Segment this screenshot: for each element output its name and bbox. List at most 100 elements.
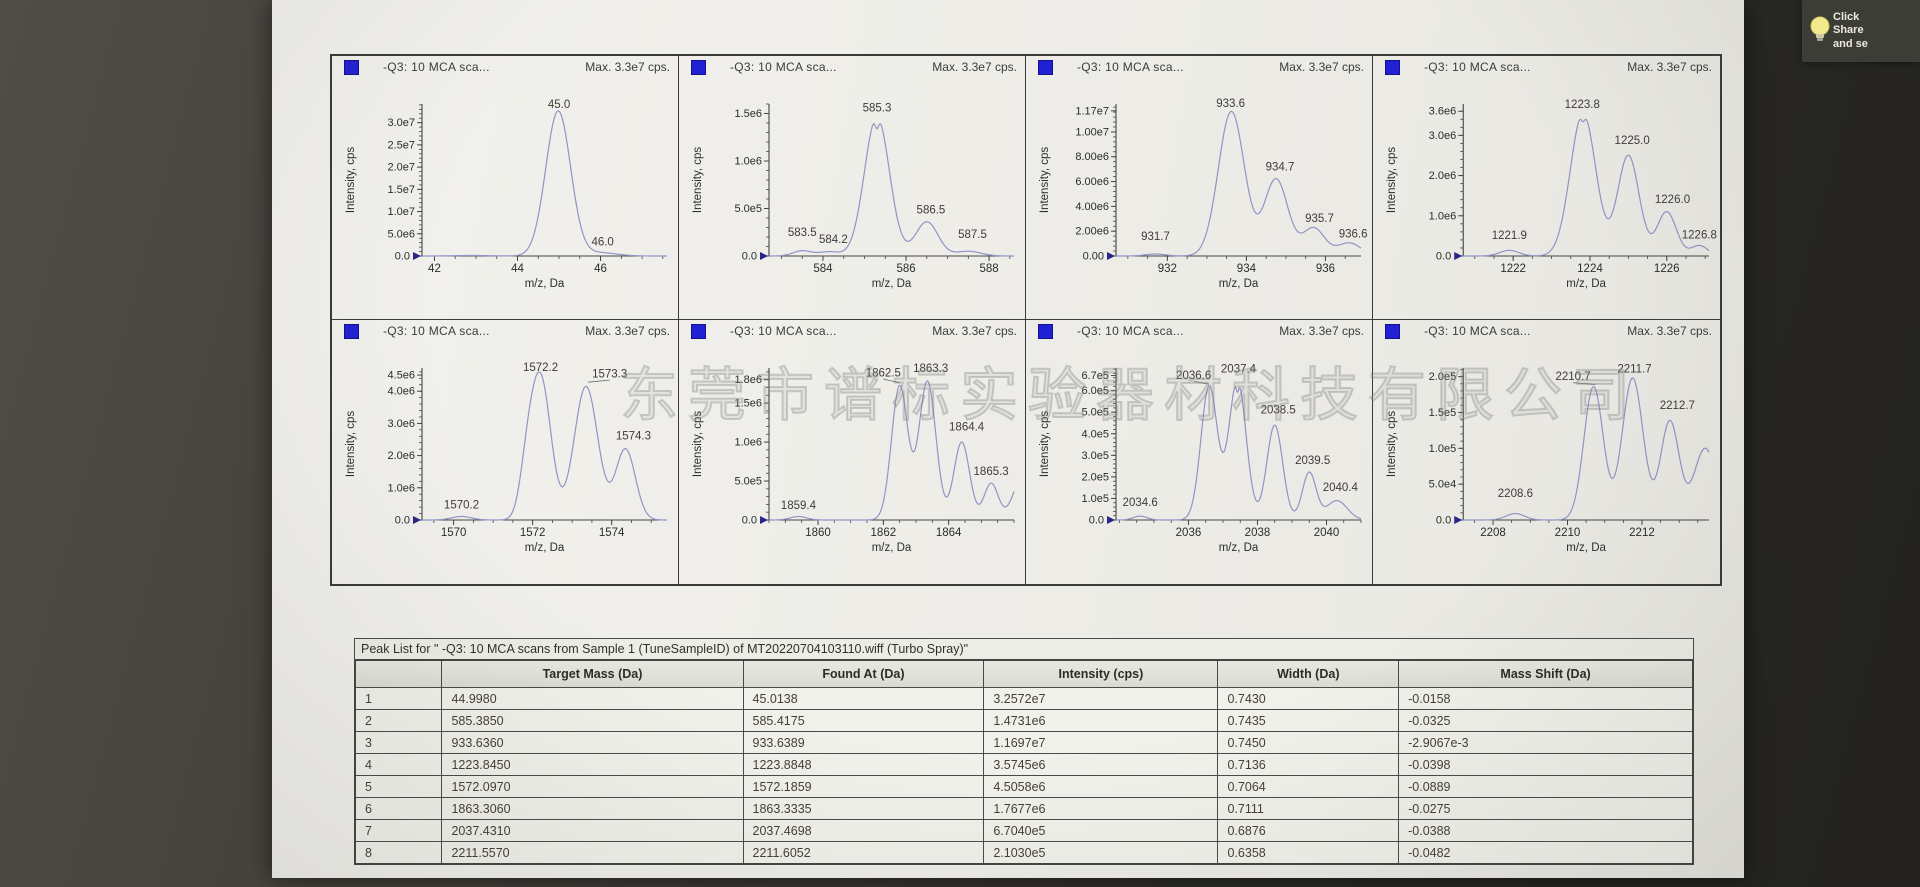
table-cell: 1 [354, 687, 443, 710]
spectrum-plot[interactable]: 0.0 5.0e5 1.0e6 1.5e6 1.8e6 1860 1862 1864 m/z, … [679, 342, 1025, 583]
table-cell: 3.2572e7 [983, 687, 1219, 710]
table-row[interactable]: 7 2037.4310 2037.4698 6.7040e5 0.6876 -0.0388 [354, 819, 1694, 842]
panel-title-bar: -Q3: 10 MCA sca... Max. 3.3e7 cps. [1026, 320, 1372, 342]
spectra-grid: -Q3: 10 MCA sca... Max. 3.3e7 cps. 0.0 5.0e… [330, 54, 1722, 586]
x-tick-label: 932 [1158, 263, 1177, 275]
share-overlay-text: Click Share and se [1833, 11, 1868, 52]
peak-label: 1862.5 [866, 368, 901, 380]
spectrum-plot[interactable]: 0.0 5.0e4 1.0e5 1.5e5 2.0e5 2208 2210 2212 m/z, … [1373, 342, 1720, 583]
panel-title: -Q3: 10 MCA sca... [1077, 60, 1184, 74]
table-row[interactable]: 3 933.6360 933.6389 1.1697e7 0.7450 -2.9067e-… [354, 731, 1694, 754]
x-axis-label: m/z, Da [872, 542, 912, 554]
y-tick-label: 2.0e6 [387, 450, 415, 462]
table-cell: 0.7111 [1217, 797, 1400, 820]
table-cell: 0.6358 [1217, 841, 1400, 865]
share-overlay[interactable]: Click Share and se [1802, 0, 1920, 62]
peak-label: 1573.3 [592, 369, 627, 381]
column-header[interactable] [354, 659, 443, 688]
table-row[interactable]: 1 44.9980 45.0138 3.2572e7 0.7430 -0.0158 [354, 687, 1694, 710]
y-tick-label: 1.0e6 [734, 437, 762, 449]
spectrum-plot[interactable]: 0.00 2.00e6 4.00e6 6.00e6 8.00e6 1.00e7 1.17e7… [1026, 78, 1372, 319]
table-cell: 0.7430 [1217, 687, 1400, 710]
y-tick-label: 1.0e5 [1081, 493, 1109, 505]
y-tick-label: 5.0e5 [734, 476, 762, 488]
table-cell: 933.6389 [742, 731, 985, 754]
y-tick-label: 4.0e5 [1081, 428, 1109, 440]
column-header[interactable]: Width (Da) [1217, 659, 1400, 688]
table-cell: -0.0889 [1398, 775, 1694, 798]
peak-label: 585.3 [863, 103, 892, 115]
table-cell: -0.0398 [1398, 753, 1694, 776]
y-tick-label: 0.0 [1436, 251, 1451, 263]
y-tick-label: 5.0e6 [387, 228, 415, 240]
y-axis-label: Intensity, cps [1039, 411, 1051, 478]
column-header[interactable]: Found At (Da) [742, 659, 985, 688]
peak-label: 1223.8 [1565, 99, 1600, 111]
y-tick-label: 0.0 [742, 515, 757, 527]
pane-icon[interactable] [1385, 323, 1400, 339]
spectrum-plot[interactable]: 0.0 5.0e5 1.0e6 1.5e6 584 586 588 m/z, Da Intens… [679, 78, 1025, 319]
table-row[interactable]: 6 1863.3060 1863.3335 1.7677e6 0.7111 -0.0275 [354, 797, 1694, 820]
spectrum-plot[interactable]: 0.0 1.0e6 2.0e6 3.0e6 3.6e6 1222 1224 1226 m/z, … [1373, 78, 1720, 319]
spectrum-panel-5[interactable]: -Q3: 10 MCA sca... Max. 3.3e7 cps. 0.0 1.0e… [332, 320, 679, 584]
y-tick-label: 5.0e4 [1429, 479, 1457, 491]
overlay-line-1: Click [1833, 10, 1860, 23]
spectrum-panel-6[interactable]: -Q3: 10 MCA sca... Max. 3.3e7 cps. 0.0 5.0e… [679, 320, 1026, 584]
table-cell: 2037.4698 [742, 819, 985, 842]
panel-title-bar: -Q3: 10 MCA sca... Max. 3.3e7 cps. [332, 320, 678, 342]
pane-icon[interactable] [691, 59, 706, 75]
pane-icon[interactable] [1038, 323, 1053, 339]
panel-title: -Q3: 10 MCA sca... [383, 60, 490, 74]
spectrum-panel-2[interactable]: -Q3: 10 MCA sca... Max. 3.3e7 cps. 0.0 5.0e… [679, 56, 1026, 320]
table-cell: 1223.8848 [742, 753, 985, 776]
y-tick-label: 2.00e6 [1075, 226, 1109, 238]
pane-icon[interactable] [1038, 59, 1053, 75]
table-cell: -2.9067e-3 [1398, 731, 1694, 754]
peak-label: 586.5 [917, 204, 946, 216]
y-tick-label: 0.0 [395, 515, 410, 527]
x-tick-label: 1862 [871, 527, 897, 539]
table-cell: 0.7450 [1217, 731, 1400, 754]
peak-label: 46.0 [591, 236, 613, 248]
table-cell: 1.4731e6 [983, 709, 1219, 732]
y-axis-label: Intensity, cps [692, 147, 704, 214]
table-row[interactable]: 2 585.3850 585.4175 1.4731e6 0.7435 -0.0325 [354, 709, 1694, 732]
panel-max-label: Max. 3.3e7 cps. [932, 324, 1017, 338]
panel-max-label: Max. 3.3e7 cps. [585, 324, 670, 338]
spectrum-panel-1[interactable]: -Q3: 10 MCA sca... Max. 3.3e7 cps. 0.0 5.0e… [332, 56, 679, 320]
column-header[interactable]: Mass Shift (Da) [1398, 659, 1694, 688]
x-tick-label: 2038 [1245, 527, 1271, 539]
table-row[interactable]: 4 1223.8450 1223.8848 3.5745e6 0.7136 -0.0398 [354, 753, 1694, 776]
spectrum-panel-8[interactable]: -Q3: 10 MCA sca... Max. 3.3e7 cps. 0.0 5.0e… [1373, 320, 1720, 584]
x-tick-label: 1572 [520, 527, 546, 539]
peak-label: 2034.6 [1123, 497, 1158, 509]
column-header[interactable]: Target Mass (Da) [441, 659, 744, 688]
spectrum-plot[interactable]: 0.0 5.0e6 1.0e7 1.5e7 2.0e7 2.5e7 3.0e7 42 44 46 m… [332, 78, 678, 319]
peak-label: 45.0 [548, 99, 570, 111]
x-tick-label: 1574 [599, 527, 625, 539]
table-cell: 0.7435 [1217, 709, 1400, 732]
spectrum-panel-3[interactable]: -Q3: 10 MCA sca... Max. 3.3e7 cps. 0.00 2.0… [1026, 56, 1373, 320]
pane-icon[interactable] [344, 59, 359, 75]
table-cell: -0.0158 [1398, 687, 1694, 710]
x-tick-label: 1570 [441, 527, 467, 539]
y-tick-label: 1.17e7 [1075, 105, 1109, 117]
panel-title: -Q3: 10 MCA sca... [1424, 324, 1531, 338]
spectrum-panel-7[interactable]: -Q3: 10 MCA sca... Max. 3.3e7 cps. 0.0 1.0e… [1026, 320, 1373, 584]
x-tick-label: 1226 [1654, 263, 1680, 275]
spectrum-plot[interactable]: 0.0 1.0e5 2.0e5 3.0e5 4.0e5 5.0e5 6.0e5 6.7e5 20… [1026, 342, 1372, 583]
pane-icon[interactable] [691, 323, 706, 339]
peak-label: 1221.9 [1492, 230, 1527, 242]
x-tick-label: 2040 [1314, 527, 1340, 539]
peak-label: 1570.2 [444, 499, 479, 511]
pane-icon[interactable] [1385, 59, 1400, 75]
x-axis-label: m/z, Da [1219, 542, 1259, 554]
spectrum-panel-4[interactable]: -Q3: 10 MCA sca... Max. 3.3e7 cps. 0.0 1.0e… [1373, 56, 1720, 320]
peak-list-table[interactable]: Target Mass (Da) Found At (Da) Intensity (… [354, 659, 1694, 865]
table-row[interactable]: 5 1572.0970 1572.1859 4.5058e6 0.7064 -0.0889 [354, 775, 1694, 798]
pane-icon[interactable] [344, 323, 359, 339]
table-row[interactable]: 8 2211.5570 2211.6052 2.1030e5 0.6358 -0.0482 [354, 841, 1694, 865]
spectrum-plot[interactable]: 0.0 1.0e6 2.0e6 3.0e6 4.0e6 4.5e6 1570 1572 1574… [332, 342, 678, 583]
y-tick-label: 1.5e6 [734, 398, 762, 410]
column-header[interactable]: Intensity (cps) [983, 659, 1219, 688]
